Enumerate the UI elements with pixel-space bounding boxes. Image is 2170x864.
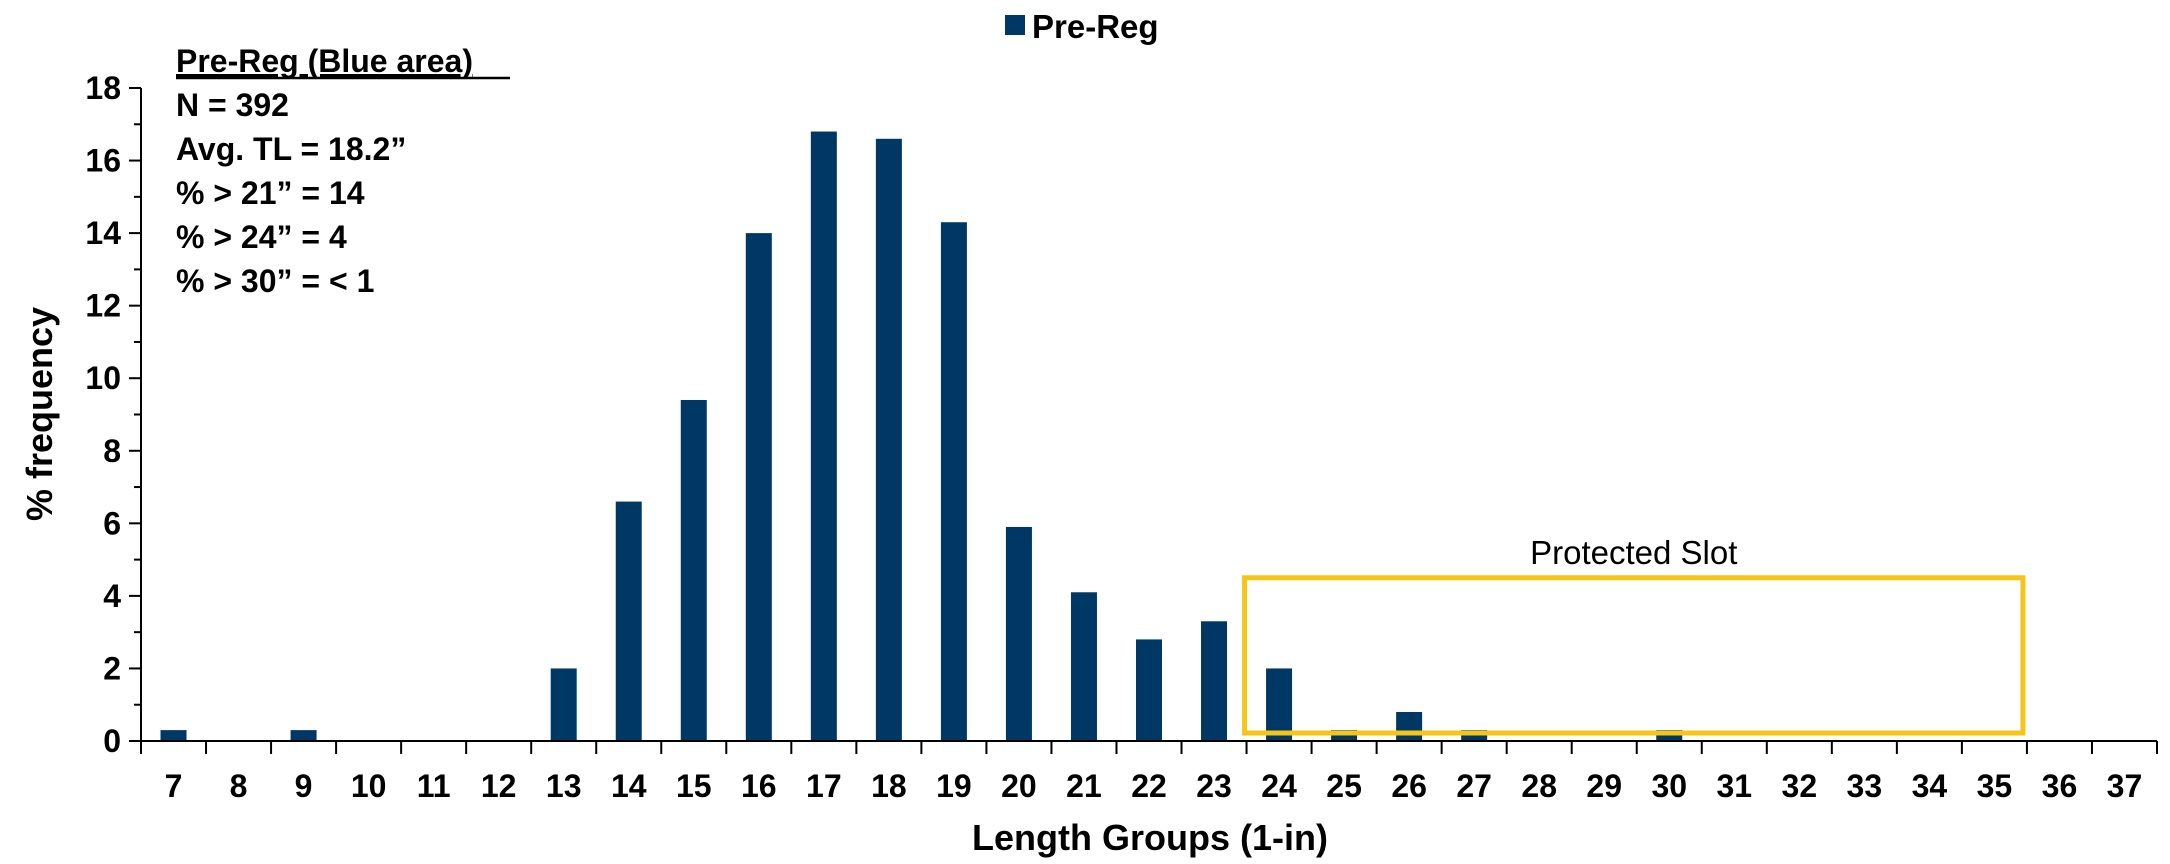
- bar-20: [1005, 526, 1032, 741]
- x-tick-label: 19: [936, 768, 972, 804]
- y-tick-label: 6: [103, 505, 121, 541]
- y-tick-label: 10: [85, 360, 121, 396]
- bar-22: [1136, 639, 1162, 741]
- stats-annotation: Pre-Reg (Blue area) N = 392 Avg. TL = 18…: [176, 43, 510, 299]
- stats-line-over-30: % > 30” = < 1: [176, 263, 374, 299]
- bar-19: [940, 222, 967, 741]
- bar-30: [1656, 730, 1683, 741]
- x-tick-label: 18: [871, 768, 907, 804]
- x-tick-label: 7: [165, 768, 183, 804]
- x-tick-label: 36: [2042, 768, 2078, 804]
- stats-heading: Pre-Reg (Blue area): [176, 43, 473, 79]
- protected-slot-box: [1242, 575, 2026, 736]
- legend-label: Pre-Reg: [1032, 8, 1159, 45]
- x-tick-label: 31: [1716, 768, 1752, 804]
- y-tick-label: 2: [103, 650, 121, 686]
- bars: [160, 131, 1683, 742]
- y-tick-label: 8: [103, 433, 121, 469]
- y-tick-label: 0: [103, 723, 121, 759]
- x-tick-label: 8: [230, 768, 248, 804]
- x-tick-label: 27: [1456, 768, 1492, 804]
- y-axis-title: % frequency: [19, 307, 60, 521]
- bar-24: [1266, 668, 1293, 741]
- x-tick-label: 30: [1651, 768, 1687, 804]
- x-tick-label: 34: [1912, 768, 1948, 804]
- x-tick-label: 26: [1391, 768, 1427, 804]
- bar-25: [1331, 730, 1358, 741]
- bar-27: [1461, 730, 1488, 741]
- y-axis: 0 2 4 6 8 10 12 14 16 18: [85, 70, 142, 759]
- bar-17: [810, 131, 837, 742]
- x-tick-label: 16: [741, 768, 777, 804]
- bar-18: [875, 138, 902, 742]
- bar-26: [1396, 711, 1423, 741]
- bar-21: [1070, 592, 1097, 741]
- y-tick-label: 4: [103, 578, 121, 614]
- x-tick-label: 10: [351, 768, 387, 804]
- x-tick-label: 37: [2107, 768, 2143, 804]
- bar-13: [550, 668, 577, 741]
- x-tick-label: 25: [1326, 768, 1362, 804]
- x-tick-label: 9: [295, 768, 313, 804]
- bar-7: [160, 730, 187, 741]
- bar-23: [1201, 621, 1228, 741]
- bar-15: [680, 399, 707, 741]
- x-tick-label: 23: [1196, 768, 1232, 804]
- x-tick-label: 15: [676, 768, 712, 804]
- stats-line-over-24: % > 24” = 4: [176, 219, 347, 255]
- x-tick-label: 14: [611, 768, 647, 804]
- bar-14: [615, 501, 642, 741]
- legend-swatch: [1005, 15, 1025, 35]
- protected-slot: Protected Slot: [1242, 534, 2026, 736]
- x-tick-label: 17: [806, 768, 842, 804]
- x-tick-label: 24: [1261, 768, 1297, 804]
- x-tick-label: 20: [1001, 768, 1037, 804]
- x-tick-label: 12: [481, 768, 517, 804]
- x-axis: 7 8 9 10 11 12 13 14 15 16 17 18 19 20 21 22 23 24 25 26 27 2…: [140, 740, 2158, 804]
- y-tick-label: 14: [85, 215, 121, 251]
- x-tick-label: 35: [1977, 768, 2013, 804]
- x-tick-label: 21: [1066, 768, 1102, 804]
- y-tick-label: 12: [85, 288, 121, 324]
- stats-line-avg-tl: Avg. TL = 18.2”: [176, 131, 406, 167]
- x-tick-label: 33: [1847, 768, 1883, 804]
- bar-16: [745, 233, 772, 741]
- stats-line-over-21: % > 21” = 14: [176, 175, 365, 211]
- y-tick-label: 18: [85, 70, 121, 106]
- x-tick-label: 29: [1586, 768, 1622, 804]
- x-tick-label: 28: [1521, 768, 1557, 804]
- y-tick-label: 16: [85, 143, 121, 179]
- x-tick-label: 22: [1131, 768, 1167, 804]
- x-tick-label: 13: [546, 768, 582, 804]
- stats-line-n: N = 392: [176, 87, 289, 123]
- x-tick-label: 32: [1782, 768, 1818, 804]
- x-tick-label: 11: [417, 768, 451, 804]
- protected-slot-label: Protected Slot: [1530, 534, 1737, 571]
- bar-9: [290, 730, 317, 741]
- x-axis-title: Length Groups (1-in): [972, 817, 1328, 858]
- legend: Pre-Reg: [1005, 8, 1159, 45]
